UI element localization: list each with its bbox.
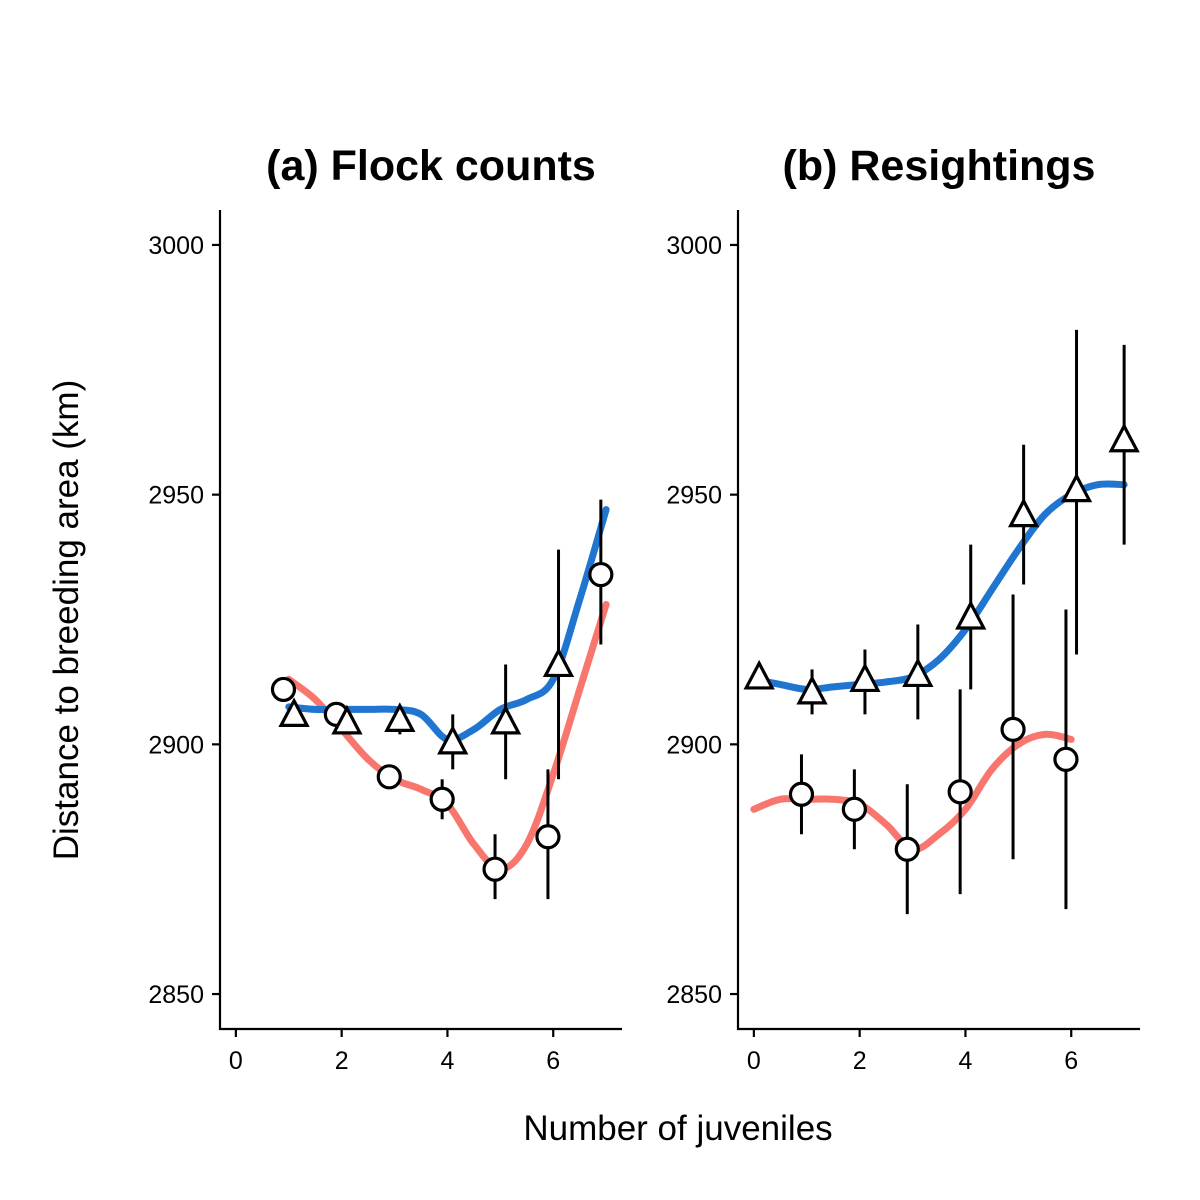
panel-b-x-ticks: 0 2 4 6 [747, 1029, 1078, 1075]
panel-a-triangle-point [384, 702, 416, 732]
panel-a-circle-point [429, 786, 455, 812]
panel-b-y-tick-label: 2850 [666, 981, 722, 1009]
panel-b-circle-point [947, 779, 973, 805]
panel-a-circle-point [482, 856, 508, 882]
panel-b-axes [736, 210, 1140, 1031]
panel-b-x-tick-label: 4 [958, 1047, 972, 1075]
panel-b-triangle-point [849, 662, 881, 693]
y-axis-title: Distance to breeding area (km) [47, 380, 86, 861]
x-axis-title: Number of juveniles [523, 1109, 832, 1148]
panel-a-x-tick-label: 6 [546, 1047, 560, 1075]
panel-b-circle-point [841, 796, 867, 822]
panel-a-title: (a) Flock counts [266, 142, 596, 190]
panel-a-axes [218, 210, 622, 1031]
panel-b-triangle-point [796, 674, 828, 705]
panel-a-plot-area [270, 499, 614, 900]
panel-a-x-tick-label: 2 [335, 1047, 349, 1075]
panel-a-y-tick-label: 3000 [148, 232, 204, 260]
panel-b-x-tick-label: 2 [853, 1047, 867, 1075]
panel-b-circle-point [894, 836, 920, 862]
panel-b-circle-point [1053, 746, 1079, 772]
panel-b-y-tick-label: 3000 [666, 232, 722, 260]
panel-a-circle-point [588, 561, 614, 588]
panel-b-triangle-point [1060, 472, 1093, 503]
panel-resightings: (b) Resightings 2850 2900 2950 3000 0 2 4 6 [666, 142, 1140, 1075]
panel-b-triangle-point [955, 599, 987, 630]
panel-a-y-tick-label: 2950 [148, 482, 204, 510]
panel-b-y-ticks: 2850 2900 2950 3000 [666, 232, 738, 1009]
panel-b-title: (b) Resightings [783, 142, 1096, 190]
panel-b-circle-point [788, 781, 815, 807]
panel-a-y-ticks: 2850 2900 2950 3000 [148, 232, 220, 1009]
panel-b-triangle-point [743, 659, 775, 690]
panel-a-triangle-point [542, 647, 575, 678]
panel-a-triangle-point [437, 724, 469, 755]
panel-b-x-tick-label: 6 [1064, 1047, 1078, 1075]
panel-a-x-ticks: 0 2 4 6 [229, 1029, 560, 1075]
panel-a-circle-point [535, 824, 561, 850]
panel-b-plot-area [743, 329, 1140, 915]
panel-b-x-tick-label: 0 [747, 1047, 761, 1075]
panel-a-circle-point [270, 676, 297, 703]
panel-a-triangle-point [278, 697, 310, 727]
panel-a-triangle-point [331, 704, 363, 735]
panel-a-x-tick-label: 4 [440, 1047, 454, 1075]
panel-a-y-tick-label: 2900 [148, 731, 204, 759]
panel-b-triangle-point [1108, 422, 1140, 453]
panel-a-circle-point [376, 764, 402, 790]
panel-b-y-tick-label: 2900 [666, 731, 722, 759]
panel-a-x-tick-label: 0 [229, 1047, 243, 1075]
panel-b-triangle-point [1007, 497, 1040, 528]
panel-b-triangle-point [902, 657, 934, 688]
panel-b-y-tick-label: 2950 [666, 482, 722, 510]
panel-a-triangle-point [489, 704, 522, 735]
panel-a-y-tick-label: 2850 [148, 981, 204, 1009]
panel-flock-counts: (a) Flock counts 2850 2900 2950 3000 0 2 4 6 [148, 142, 622, 1075]
panel-b-circle-point [1000, 716, 1026, 742]
